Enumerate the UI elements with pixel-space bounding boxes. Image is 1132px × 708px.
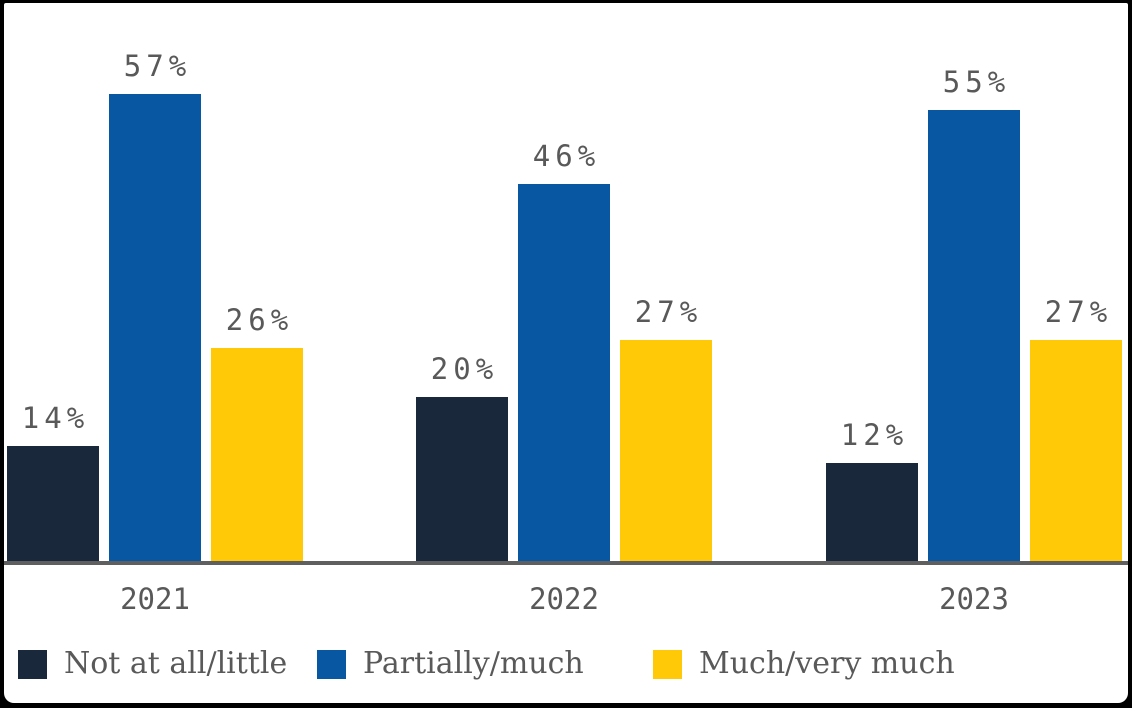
x-axis-label-2023: 2023 xyxy=(939,582,1009,616)
bar-column-2022-much-very-much: 27% xyxy=(620,298,712,561)
bar-value-label-2022-not-at-all-little: 20% xyxy=(430,352,499,386)
chart-canvas: 14% 57% 26% 20% 46% 27% 12% 55% 27% 2021 2022 2023… xyxy=(4,3,1128,703)
bar-2021-not-at-all-little xyxy=(7,446,99,561)
bar-2021-much-very-much xyxy=(211,348,303,561)
bar-column-2023-partially-much: 55% xyxy=(928,68,1020,561)
bar-value-label-2023-not-at-all-little: 12% xyxy=(840,418,909,452)
bar-column-2021-partially-much: 57% xyxy=(109,52,201,561)
bar-value-label-2022-partially-much: 46% xyxy=(532,139,601,173)
bar-2023-not-at-all-little xyxy=(826,463,918,561)
bar-value-label-2023-much-very-much: 27% xyxy=(1044,295,1113,329)
x-axis-label-2021: 2021 xyxy=(120,582,190,616)
bar-column-2022-partially-much: 46% xyxy=(518,142,610,561)
legend-label-partially-much: Partially/much xyxy=(363,646,584,681)
bar-value-label-2021-much-very-much: 26% xyxy=(225,303,294,337)
bar-column-2021-much-very-much: 26% xyxy=(211,306,303,561)
bar-2021-partially-much xyxy=(109,94,201,561)
bar-group-2022: 20% 46% 27% xyxy=(416,142,712,561)
bar-column-2023-not-at-all-little: 12% xyxy=(826,421,918,561)
bar-value-label-2021-not-at-all-little: 14% xyxy=(21,401,90,435)
bar-2023-partially-much xyxy=(928,110,1020,561)
legend-item-partially-much: Partially/much xyxy=(317,648,584,680)
legend-label-not-at-all-little: Not at all/little xyxy=(64,646,288,681)
x-axis-line xyxy=(4,561,1128,565)
bar-2022-not-at-all-little xyxy=(416,397,508,561)
bar-2023-much-very-much xyxy=(1030,340,1122,561)
legend-item-not-at-all-little: Not at all/little xyxy=(18,648,287,680)
bar-2022-partially-much xyxy=(518,184,610,561)
bar-2022-much-very-much xyxy=(620,340,712,561)
legend-label-much-very-much: Much/very much xyxy=(699,646,955,681)
legend-swatch-partially-much xyxy=(317,649,346,679)
bar-value-label-2022-much-very-much: 27% xyxy=(634,295,703,329)
legend-swatch-not-at-all-little xyxy=(18,649,47,679)
x-axis-label-2022: 2022 xyxy=(529,582,599,616)
plot-area: 14% 57% 26% 20% 46% 27% 12% 55% 27% xyxy=(4,3,1128,561)
bar-group-2021: 14% 57% 26% xyxy=(7,52,303,561)
bar-value-label-2023-partially-much: 55% xyxy=(942,65,1011,99)
bar-column-2022-not-at-all-little: 20% xyxy=(416,355,508,561)
bar-column-2021-not-at-all-little: 14% xyxy=(7,404,99,561)
bar-group-2023: 12% 55% 27% xyxy=(826,68,1122,561)
bar-column-2023-much-very-much: 27% xyxy=(1030,298,1122,561)
legend-item-much-very-much: Much/very much xyxy=(653,648,955,680)
legend-swatch-much-very-much xyxy=(653,649,682,679)
bar-value-label-2021-partially-much: 57% xyxy=(123,49,192,83)
